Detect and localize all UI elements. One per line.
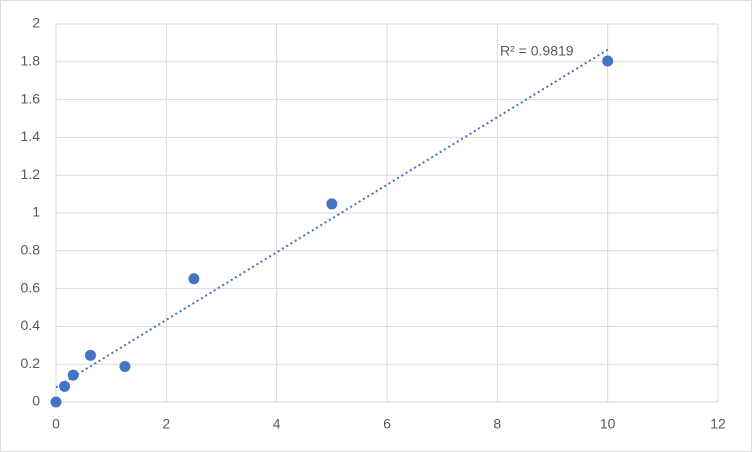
- y-tick-label: 0.8: [21, 242, 41, 258]
- y-tick-label: 1.8: [21, 53, 41, 69]
- y-tick-label: 0.6: [21, 279, 41, 295]
- data-point: [119, 360, 131, 372]
- x-tick-label: 10: [600, 416, 616, 432]
- x-tick-label: 8: [493, 416, 501, 432]
- y-tick-label: 1.2: [21, 166, 41, 182]
- annotation: R² = 0.9819: [500, 43, 574, 59]
- y-tick-label: 0: [32, 393, 40, 409]
- y-tick-label: 1: [32, 204, 40, 220]
- data-point: [602, 55, 614, 67]
- y-tick-label: 1.6: [21, 90, 41, 106]
- data-point: [188, 273, 200, 285]
- data-point: [84, 349, 96, 361]
- x-tick-label: 2: [162, 416, 170, 432]
- y-tick-label: 0.2: [21, 355, 41, 371]
- x-tick-label: 6: [383, 416, 391, 432]
- x-tick-label: 0: [52, 416, 60, 432]
- data-point: [67, 369, 79, 381]
- y-tick-label: 1.4: [21, 128, 41, 144]
- x-tick-label: 12: [710, 416, 726, 432]
- y-tick-label: 2: [32, 15, 40, 31]
- y-tick-label: 0.4: [21, 317, 41, 333]
- x-tick-label: 4: [273, 416, 281, 432]
- data-point: [59, 380, 71, 392]
- data-point: [50, 396, 62, 408]
- data-point: [326, 198, 338, 210]
